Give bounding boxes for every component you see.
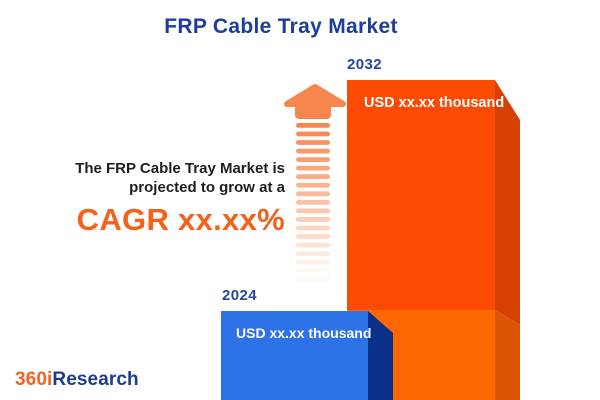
tagline-block: The FRP Cable Tray Market is projected t… [75,160,285,238]
bar-2032-face-top [347,80,495,310]
company-logo: 360iResearch [15,369,139,391]
bar-2024-year-label: 2024 [222,287,257,304]
bar-2032-year-label: 2032 [347,56,382,73]
logo-part-360i: 360i [15,369,53,390]
bar-2032-value-label: USD xx.xx thousand [364,95,505,111]
bar-2024-side [368,311,393,400]
bar-2024-face [221,311,368,400]
arrow-head [284,84,346,107]
arrow-neck [295,103,331,119]
page-title: FRP Cable Tray Market [164,15,398,38]
tagline-line1: The FRP Cable Tray Market is [75,160,285,177]
bar-2024-value-label: USD xx.xx thousand [236,325,372,341]
bar-2024 [221,311,393,400]
tagline-line2: projected to grow at a [129,178,285,196]
bar-2032-side-top [495,80,520,325]
arrow-stripes [296,123,330,282]
growth-arrow-icon [284,84,346,282]
cagr-value: CAGR xx.xx% [76,202,285,237]
logo-part-research: Research [52,369,139,390]
bar-2032-side-bottom [495,310,520,400]
